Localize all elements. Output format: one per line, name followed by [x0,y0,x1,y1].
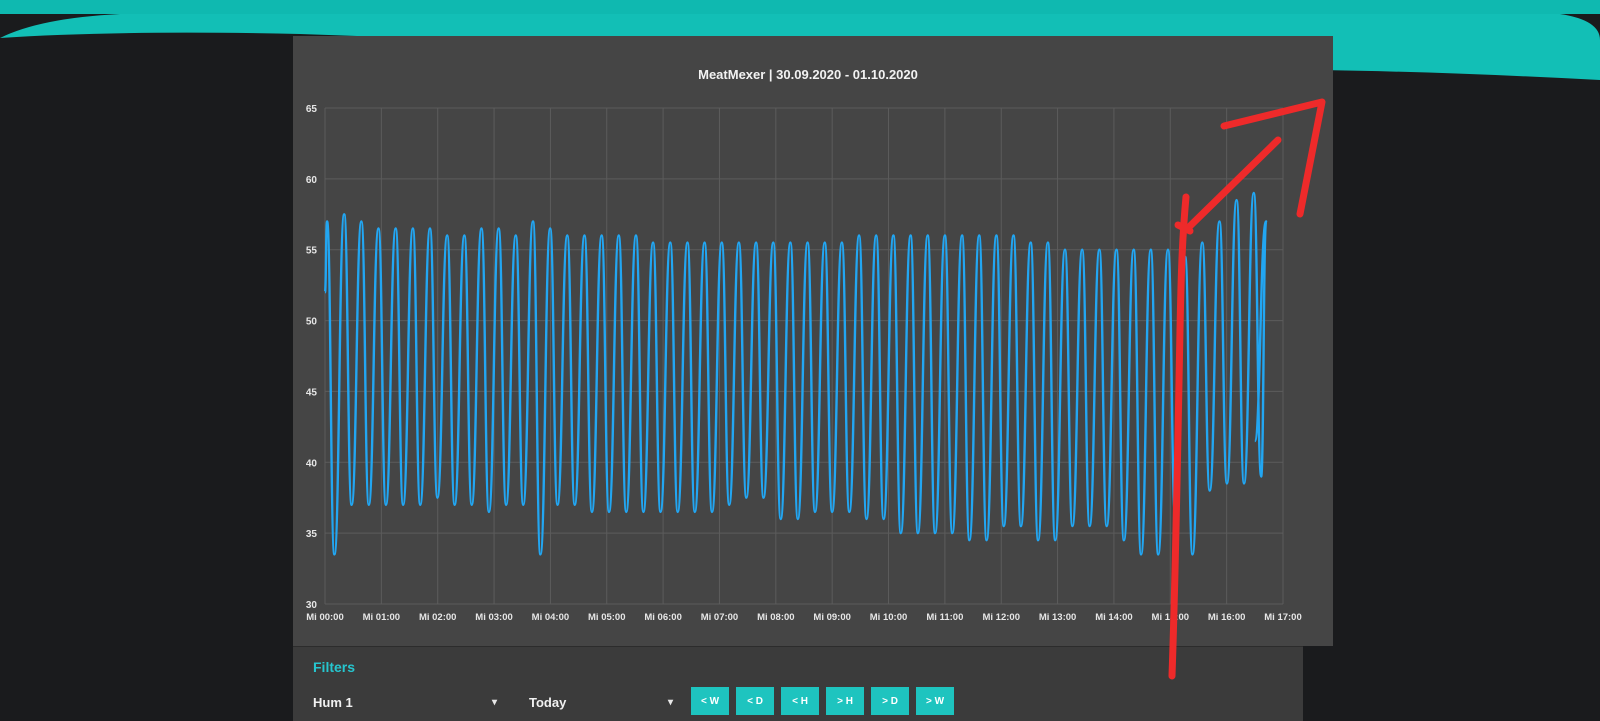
chevron-down-icon: ▾ [667,696,673,708]
forward-day-button[interactable]: > D [871,687,909,715]
y-tick-label: 65 [306,104,318,115]
x-tick-label: Mi 16:00 [1208,612,1246,623]
sensor-select[interactable]: Hum 1 ▾ [313,691,503,713]
y-tick-label: 35 [306,529,318,540]
range-select[interactable]: Today ▾ [529,691,679,713]
time-navigation: < W < D < H > H > D > W [691,687,954,715]
x-tick-label: Mi 12:00 [982,612,1020,623]
y-tick-label: 40 [306,458,318,469]
x-tick-label: Mi 10:00 [870,612,908,623]
x-tick-label: Mi 00:00 [306,612,344,623]
x-axis: Mi 00:00 Mi 01:00 Mi 02:00 Mi 03:00 Mi 04:00… [306,612,1302,623]
y-axis: 30 35 40 45 50 55 60 65 [306,104,318,611]
x-tick-label: Mi 09:00 [813,612,851,623]
x-tick-label: Mi 07:00 [701,612,739,623]
x-tick-label: Mi 06:00 [644,612,682,623]
humidity-chart: MeatMexer | 30.09.2020 - 01.10.2020 30 35… [306,67,1302,623]
filters-panel: Filters Hum 1 ▾ Today ▾ < W < D < H > H … [293,646,1303,721]
x-tick-label: Mi 04:00 [532,612,570,623]
back-day-button[interactable]: < D [736,687,774,715]
forward-week-button[interactable]: > W [916,687,954,715]
filters-title: Filters [313,659,356,675]
chart-title: MeatMexer | 30.09.2020 - 01.10.2020 [698,67,918,82]
x-tick-label: Mi 03:00 [475,612,513,623]
x-tick-label: Mi 02:00 [419,612,457,623]
range-select-value: Today [529,694,567,710]
x-tick-label: Mi 08:00 [757,612,795,623]
x-tick-label: Mi 15:00 [1152,612,1190,623]
forward-hour-button[interactable]: > H [826,687,864,715]
back-week-button[interactable]: < W [691,687,729,715]
back-hour-button[interactable]: < H [781,687,819,715]
sensor-select-value: Hum 1 [313,694,353,710]
y-tick-label: 50 [306,317,318,328]
y-tick-label: 55 [306,246,318,257]
x-tick-label: Mi 13:00 [1039,612,1077,623]
x-tick-label: Mi 17:00 [1264,612,1302,623]
chevron-down-icon: ▾ [491,696,497,708]
x-tick-label: Mi 05:00 [588,612,626,623]
x-tick-label: Mi 01:00 [363,612,401,623]
humidity-series-line [323,191,1268,556]
chart-panel: MeatMexer | 30.09.2020 - 01.10.2020 30 35… [293,36,1333,646]
x-tick-label: Mi 14:00 [1095,612,1133,623]
y-tick-label: 60 [306,175,318,186]
y-tick-label: 30 [306,600,318,611]
y-tick-label: 45 [306,387,318,398]
x-tick-label: Mi 11:00 [926,612,963,623]
